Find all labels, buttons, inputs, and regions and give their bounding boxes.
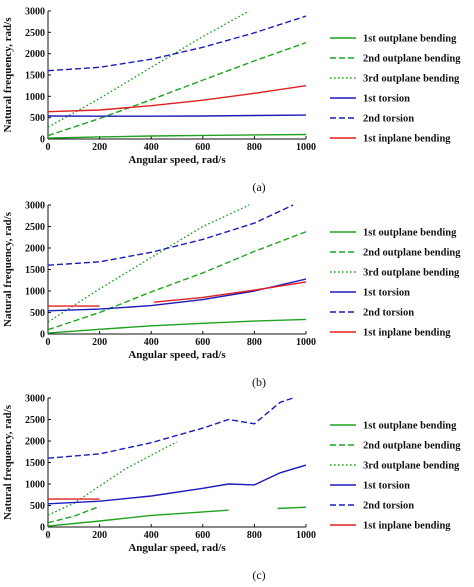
- y-tick-label: 1000: [25, 92, 45, 103]
- legend-label: 2nd outplane bending: [363, 54, 461, 65]
- plot-area: [48, 397, 306, 527]
- plot-area: [48, 204, 306, 334]
- legend-label: 1st inplane bending: [363, 328, 451, 339]
- y-tick-label: 3000: [25, 7, 45, 18]
- chart-2: 0 500 1000 1500 2000 2500 3000 0 200 400 600 800 100…: [2, 201, 461, 390]
- legend-label: 1st torsion: [363, 481, 410, 492]
- y-tick-label: 500: [30, 308, 45, 319]
- x-axis-label: Angular speed, rad/s: [128, 154, 226, 166]
- y-tick-label: 2000: [25, 49, 45, 60]
- legend-label: 2nd torsion: [363, 114, 414, 125]
- series-line-1st-outplane-bending: [48, 509, 229, 527]
- subfigure-caption: (b): [252, 375, 266, 389]
- y-tick-label: 2500: [25, 222, 45, 233]
- x-tick-label: 600: [195, 530, 210, 541]
- y-tick-label: 3000: [25, 394, 45, 405]
- series-line-3rd-outplane-bending: [48, 204, 250, 323]
- y-tick-label: 2000: [25, 244, 45, 255]
- x-tick-label: 800: [247, 530, 262, 541]
- x-tick-label: 1000: [296, 337, 316, 348]
- chart-1: 0 500 1000 1500 2000 2500 3000 0 200 400 600 800 100…: [2, 7, 461, 195]
- y-tick-label: 3000: [25, 201, 45, 212]
- series-line-1st-outplane-bending: [277, 506, 306, 510]
- y-tick-label: 0: [40, 330, 45, 341]
- y-tick-label: 2500: [25, 415, 45, 426]
- x-tick-label: 0: [46, 530, 51, 541]
- x-tick-label: 0: [46, 142, 51, 153]
- x-tick-label: 1000: [296, 142, 316, 153]
- x-tick-label: 200: [92, 337, 107, 348]
- series-line-1st-inplane-bending: [153, 281, 306, 303]
- legend-label: 1st torsion: [363, 94, 410, 105]
- legend-label: 2nd torsion: [363, 308, 414, 319]
- legend-label: 2nd outplane bending: [363, 248, 461, 259]
- series-line-2nd-torsion: [48, 15, 306, 72]
- series-line-2nd-torsion: [48, 204, 294, 266]
- series-line-2nd-outplane-bending: [48, 231, 306, 331]
- series-line-2nd-outplane-bending: [48, 505, 100, 524]
- series-line-1st-outplane-bending: [48, 133, 306, 139]
- y-axis-label: Natural frequency, rad/s: [2, 17, 14, 133]
- subfigure-caption: (a): [252, 180, 265, 194]
- legend-label: 1st outplane bending: [363, 421, 457, 432]
- series-line-2nd-torsion: [48, 397, 294, 459]
- y-tick-label: 500: [30, 501, 45, 512]
- series-line-3rd-outplane-bending: [48, 441, 178, 516]
- series-line-3rd-outplane-bending: [48, 10, 250, 128]
- y-tick-label: 1500: [25, 265, 45, 276]
- x-tick-label: 200: [92, 530, 107, 541]
- y-tick-label: 0: [40, 135, 45, 146]
- legend-label: 3rd outplane bending: [363, 74, 460, 85]
- y-tick-label: 2500: [25, 28, 45, 39]
- y-tick-label: 0: [40, 523, 45, 534]
- legend-label: 1st outplane bending: [363, 34, 457, 45]
- legend-label: 3rd outplane bending: [363, 461, 460, 472]
- series-line-1st-inplane-bending: [48, 85, 306, 113]
- x-axis-label: Angular speed, rad/s: [128, 542, 226, 554]
- legend-label: 2nd torsion: [363, 501, 414, 512]
- y-tick-label: 1000: [25, 287, 45, 298]
- series-line-2nd-outplane-bending: [48, 41, 306, 137]
- legend: 1st outplane bending 2nd outplane bending…: [330, 34, 461, 145]
- legend-label: 2nd outplane bending: [363, 441, 461, 452]
- x-tick-label: 400: [144, 142, 159, 153]
- series-line-1st-torsion: [48, 464, 306, 505]
- plot-area: [48, 10, 306, 139]
- x-tick-label: 200: [92, 142, 107, 153]
- y-tick-label: 500: [30, 113, 45, 124]
- series-line-1st-outplane-bending: [48, 318, 306, 334]
- legend-label: 3rd outplane bending: [363, 268, 460, 279]
- legend: 1st outplane bending 2nd outplane bending…: [330, 421, 461, 532]
- subfigure-caption: (c): [252, 568, 265, 582]
- x-tick-label: 600: [195, 142, 210, 153]
- y-axis-label: Natural frequency, rad/s: [2, 211, 14, 327]
- x-tick-label: 400: [144, 337, 159, 348]
- legend-label: 1st inplane bending: [363, 521, 451, 532]
- chart-3: 0 500 1000 1500 2000 2500 3000 0 200 400 600 800 100…: [2, 394, 461, 583]
- x-axis-label: Angular speed, rad/s: [128, 349, 226, 361]
- y-tick-label: 1500: [25, 458, 45, 469]
- legend-label: 1st torsion: [363, 288, 410, 299]
- x-tick-label: 800: [247, 337, 262, 348]
- x-tick-label: 0: [46, 337, 51, 348]
- x-tick-label: 400: [144, 530, 159, 541]
- y-tick-label: 1500: [25, 71, 45, 82]
- y-tick-label: 1000: [25, 480, 45, 491]
- y-tick-label: 2000: [25, 437, 45, 448]
- legend-label: 1st inplane bending: [363, 134, 451, 145]
- legend-label: 1st outplane bending: [363, 228, 457, 239]
- x-tick-label: 600: [195, 337, 210, 348]
- x-tick-label: 800: [247, 142, 262, 153]
- series-line-1st-torsion: [48, 114, 306, 117]
- legend: 1st outplane bending 2nd outplane bending…: [330, 228, 461, 339]
- x-tick-label: 1000: [296, 530, 316, 541]
- y-axis-label: Natural frequency, rad/s: [2, 404, 14, 520]
